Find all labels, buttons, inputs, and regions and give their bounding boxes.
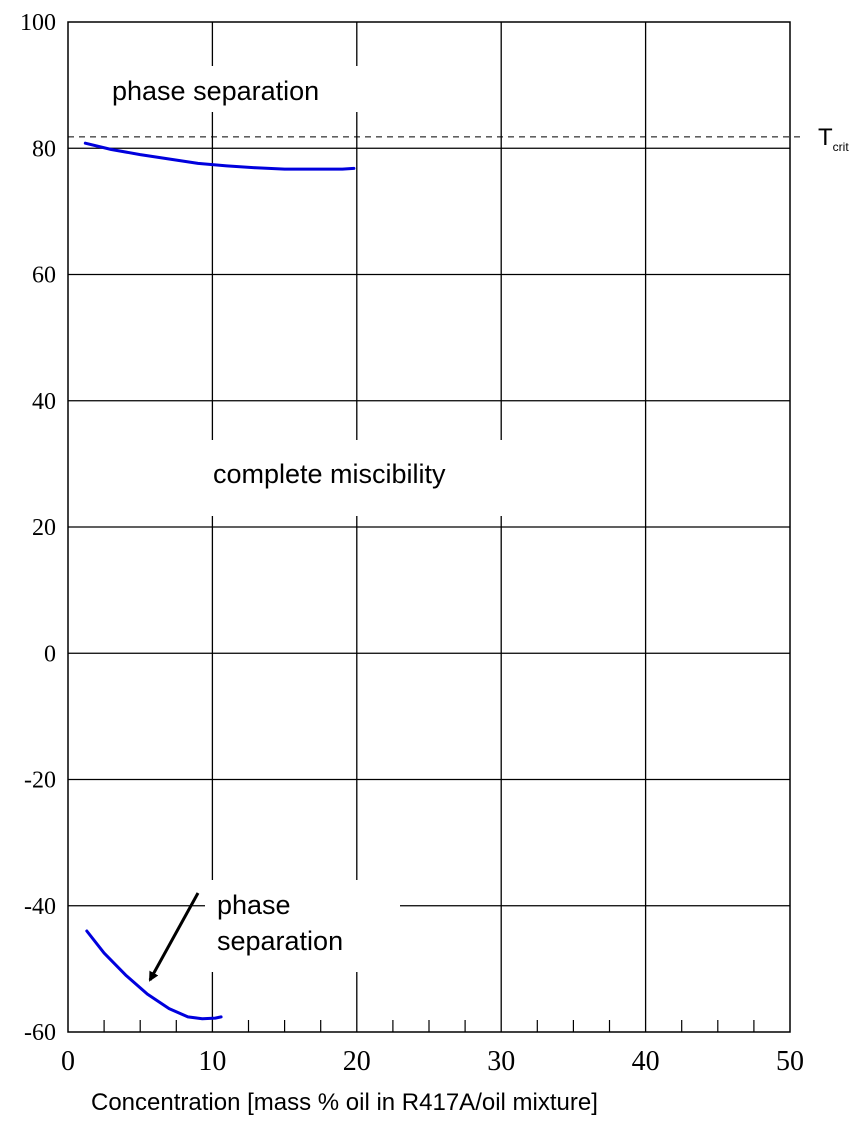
series-line-1: [83, 141, 356, 171]
y-tick-label: 20: [32, 515, 56, 541]
series-group: [83, 141, 356, 1021]
series-line-2: [85, 929, 223, 1021]
x-tick-label: 50: [776, 1046, 804, 1077]
x-tick-label: 30: [487, 1046, 515, 1077]
x-axis-label: Concentration [mass % oil in R417A/oil m…: [91, 1089, 598, 1116]
x-tick-label: 10: [198, 1046, 226, 1077]
y-tick-label: -60: [24, 1020, 56, 1046]
y-tick-label: 40: [32, 389, 56, 415]
y-tick-labels: 100 80 60 40 20 0 -20 -40 -60: [20, 10, 56, 1046]
annotation-complete-miscibility: complete miscibility: [213, 459, 446, 489]
y-tick-label: 60: [32, 263, 56, 289]
annotation-backgrounds: [104, 66, 520, 972]
annotation-phase-separation-bottom-1: phase: [217, 890, 291, 920]
annotation-phase-separation-bottom-2: separation: [217, 926, 343, 956]
x-tick-label: 20: [343, 1046, 371, 1077]
y-tick-label: -40: [24, 894, 56, 920]
t-crit-label: Tcrit: [818, 124, 849, 154]
y-tick-label: -20: [24, 768, 56, 794]
y-tick-label: 80: [32, 136, 56, 162]
annotation-arrow: [148, 892, 200, 982]
x-tick-label: 40: [632, 1046, 660, 1077]
y-tick-label: 0: [44, 641, 56, 667]
x-tick-label: 0: [61, 1046, 75, 1077]
x-tick-labels: 0 10 20 30 40 50: [61, 1046, 804, 1077]
minor-ticks: [103, 1020, 755, 1032]
y-tick-label: 100: [20, 10, 56, 36]
grid: [68, 22, 790, 1032]
annotation-phase-separation-top: phase separation: [112, 76, 319, 106]
